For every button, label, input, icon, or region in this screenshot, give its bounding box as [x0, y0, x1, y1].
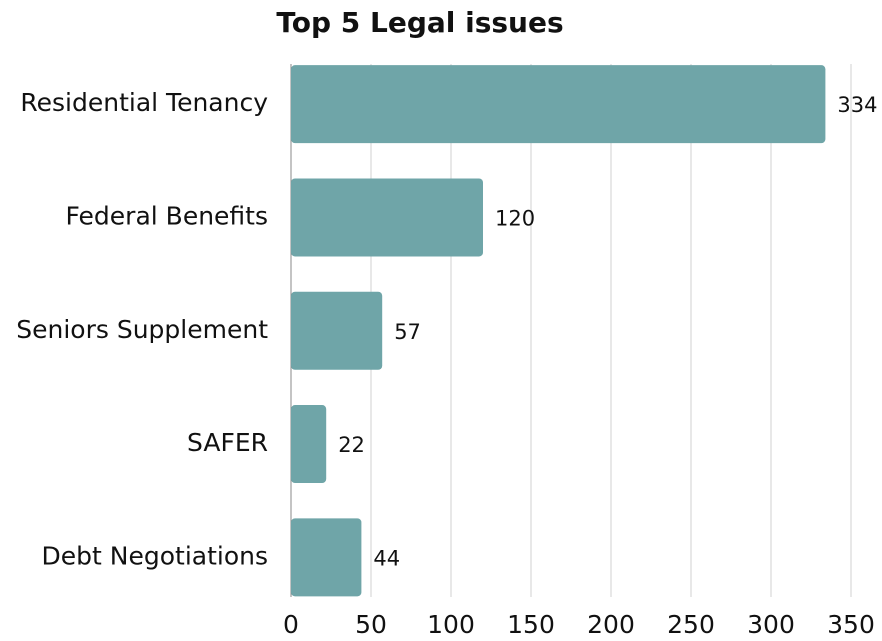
bar — [291, 291, 383, 370]
x-tick-label: 350 — [827, 610, 875, 639]
chart-title: Top 5 Legal issues — [276, 6, 563, 39]
x-tick-label: 150 — [507, 610, 555, 639]
value-label: 120 — [495, 206, 535, 230]
y-tick-label: Debt Negotiations — [42, 541, 268, 570]
y-tick-label: Residential Tenancy — [20, 88, 268, 117]
x-tick-label: 100 — [427, 610, 475, 639]
y-tick-label: Seniors Supplement — [16, 315, 268, 344]
value-label: 44 — [373, 546, 400, 570]
value-label: 22 — [338, 433, 365, 457]
x-tick-label: 0 — [283, 610, 299, 639]
x-tick-label: 50 — [355, 610, 387, 639]
x-tick-label: 300 — [747, 610, 795, 639]
value-label: 334 — [837, 93, 877, 117]
bar — [291, 65, 826, 144]
bar — [291, 405, 327, 484]
bar — [291, 178, 483, 257]
x-tick-label: 250 — [667, 610, 715, 639]
y-tick-label: SAFER — [187, 428, 268, 457]
bar — [291, 518, 362, 597]
y-tick-label: Federal Benefits — [66, 201, 268, 230]
x-tick-label: 200 — [587, 610, 635, 639]
value-label: 57 — [394, 320, 421, 344]
